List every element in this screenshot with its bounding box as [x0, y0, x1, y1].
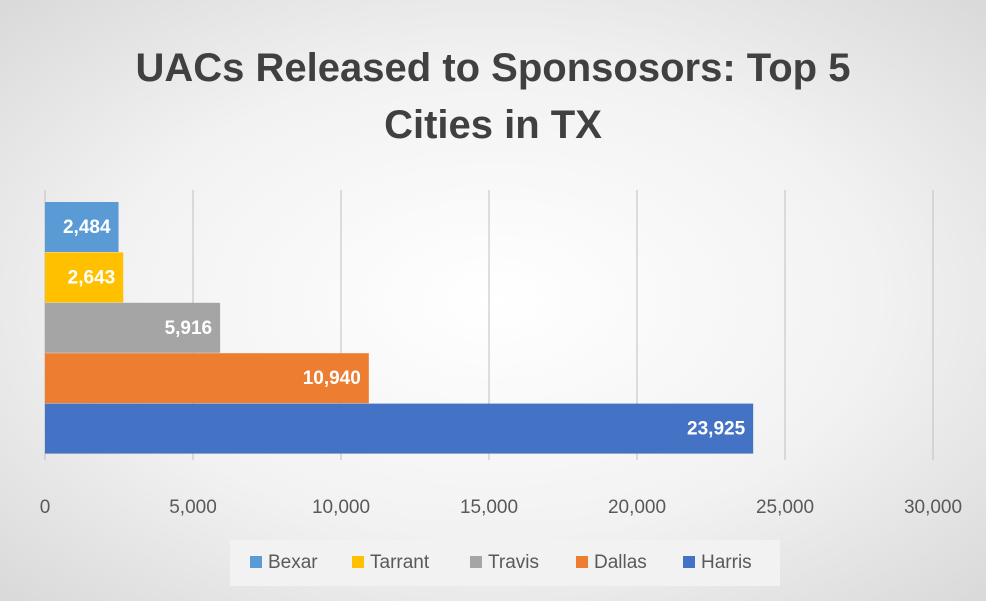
- x-tick-label: 30,000: [904, 497, 962, 518]
- legend-label: Travis: [488, 552, 539, 573]
- bar: [45, 353, 369, 404]
- legend-label: Harris: [701, 552, 752, 573]
- x-tick-label: 20,000: [608, 497, 666, 518]
- legend-swatch: [576, 556, 588, 568]
- x-tick-label: 5,000: [169, 497, 217, 518]
- x-tick-label: 25,000: [756, 497, 814, 518]
- legend-label: Tarrant: [370, 552, 430, 573]
- legend-label: Bexar: [268, 552, 318, 573]
- data-label: 23,925: [687, 419, 746, 440]
- data-label: 10,940: [303, 368, 361, 389]
- bar: [45, 403, 754, 454]
- bar: [45, 302, 221, 353]
- x-tick-label: 0: [40, 497, 51, 518]
- data-label: 2,484: [63, 217, 111, 238]
- data-label: 5,916: [165, 318, 213, 339]
- legend-swatch: [470, 556, 482, 568]
- legend-swatch: [250, 556, 262, 568]
- legend-swatch: [352, 556, 364, 568]
- bar: [45, 202, 119, 252]
- data-label: 2,643: [68, 267, 116, 288]
- bar: [45, 252, 124, 303]
- legend-swatch: [683, 556, 695, 568]
- x-tick-label: 15,000: [460, 497, 518, 518]
- legend-label: Dallas: [594, 552, 647, 573]
- x-tick-label: 10,000: [312, 497, 370, 518]
- chart-title: UACs Released to Sponsosors: Top 5 Citie…: [135, 46, 851, 147]
